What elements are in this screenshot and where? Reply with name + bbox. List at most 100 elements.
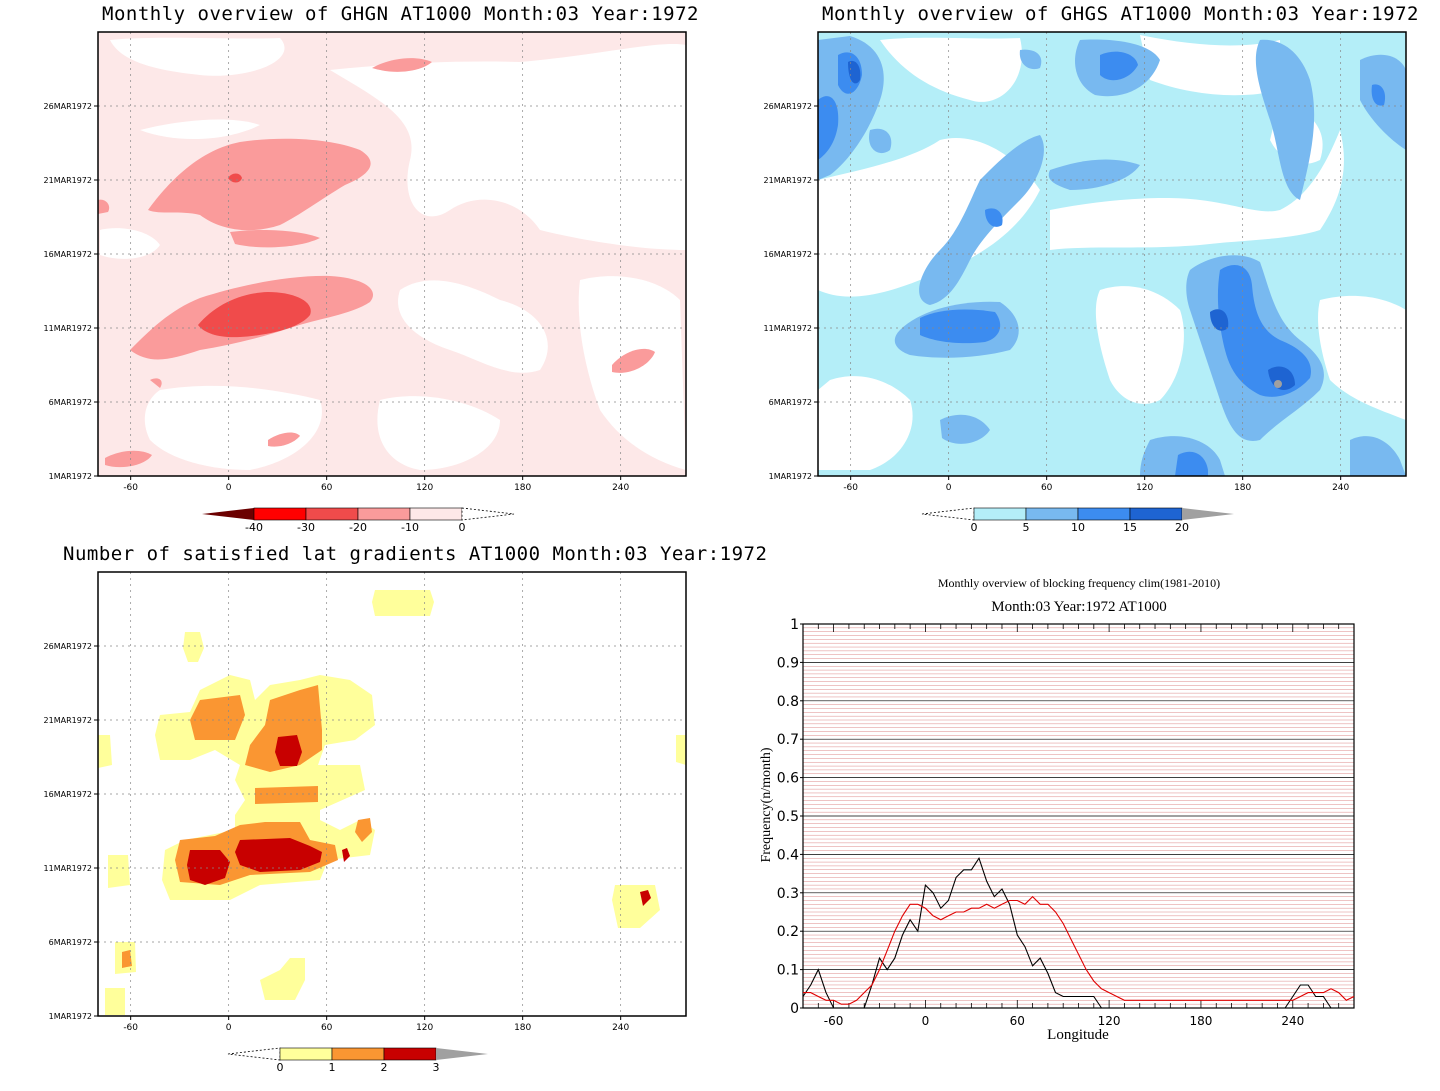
colorbar-label: 3 [433, 1061, 440, 1074]
contour-10 [1175, 451, 1208, 476]
colorbar-swatch [253, 507, 307, 521]
ghgs-heatmap: -60 0 60 120 180 240 1MAR1972 6MAR1972 11MAR1972… [764, 31, 1407, 534]
contour-0 [183, 632, 204, 662]
contour-minus10 [148, 138, 371, 231]
contour-0 [260, 958, 305, 1000]
contour-1 [122, 950, 132, 968]
contour-5 [1019, 49, 1042, 70]
x-tick-label: 180 [514, 1023, 531, 1033]
colorbar: 0 1 2 3 [227, 1047, 488, 1074]
x-tick-label: 0 [226, 483, 232, 493]
y-tick-label: 21MAR1972 [44, 716, 92, 725]
contour-2 [275, 735, 302, 766]
black-frequency-line [802, 856, 1354, 1009]
y-tick-label: 0.6 [777, 771, 799, 787]
contour-10 [1371, 84, 1386, 106]
contour-minus10 [372, 58, 432, 72]
contour-minus10 [105, 450, 152, 468]
contour-10 [818, 96, 839, 160]
blocking-frequency-chart: Monthly overview of blocking frequency c… [759, 576, 1355, 1043]
x-tick-label: 180 [1234, 483, 1251, 493]
zero-region [880, 37, 1022, 102]
contour-5 [919, 135, 1044, 305]
contour-minus10 [230, 230, 320, 248]
zero-region [578, 276, 686, 470]
y-tick-label: 1MAR1972 [769, 472, 812, 481]
colorbar-label: -40 [245, 521, 263, 534]
y-tick-label: 6MAR1972 [49, 938, 92, 947]
contour-1 [355, 818, 372, 842]
y-tick-label: 11MAR1972 [44, 324, 92, 333]
y-tick-label: 0.8 [777, 694, 799, 710]
colorbar-extension [1182, 508, 1234, 520]
contour-10 [920, 309, 1001, 344]
colorbar-swatch [383, 1047, 437, 1061]
x-tick-label: -60 [843, 483, 858, 493]
colorbar-swatch [1025, 507, 1079, 521]
contour-2 [640, 890, 651, 906]
contour-0 [372, 590, 434, 616]
colorbar-extension [227, 1047, 281, 1061]
zero-region [144, 385, 322, 470]
colorbar-label: 1 [329, 1061, 336, 1074]
x-tick-label: 0 [226, 1023, 232, 1033]
zero-region [1050, 130, 1344, 250]
y-tick-label: 26MAR1972 [44, 102, 92, 111]
contour-2 [235, 838, 322, 872]
contour-minus10 [150, 378, 162, 388]
x-axis-label: Longitude [1047, 1027, 1109, 1043]
y-tick-label: 6MAR1972 [769, 398, 812, 407]
red-climatology-line [803, 895, 1355, 1005]
contour-5 [869, 128, 892, 154]
contour-5 [1255, 39, 1315, 200]
y-tick-label: 26MAR1972 [764, 102, 812, 111]
y-tick-label: 1 [790, 617, 799, 633]
contour-2 [187, 850, 230, 885]
lat-gradients-heatmap: -60 0 60 120 180 2401MAR19726MAR197211MAR1972… [44, 571, 687, 1074]
y-tick-label: 11MAR1972 [44, 864, 92, 873]
contour-15 [848, 60, 861, 84]
colorbar-label: -10 [401, 521, 419, 534]
contour-0 [105, 988, 125, 1015]
colorbar: 0 5 10 15 20 [921, 507, 1234, 534]
x-tick-label: 180 [514, 483, 531, 493]
colorbar-swatch [279, 1047, 333, 1061]
zero-region [1095, 286, 1184, 404]
y-tick-label: 1MAR1972 [49, 1012, 92, 1021]
chart-title: Monthly overview of GHGS AT1000 Month:03… [822, 3, 1419, 25]
x-tick-label: 240 [612, 483, 629, 493]
colorbar-swatch [1077, 507, 1131, 521]
contour-5 [1350, 436, 1406, 476]
y-tick-label: 0.1 [777, 963, 799, 979]
x-tick-label: 240 [612, 1023, 629, 1033]
y-tick-label: 0.3 [777, 886, 799, 902]
x-tick-label: 240 [1332, 483, 1349, 493]
x-tick-label: 120 [416, 1023, 433, 1033]
max-spot [1274, 380, 1282, 388]
colorbar-label: -20 [349, 521, 367, 534]
y-tick-label: 21MAR1972 [44, 176, 92, 185]
x-tick-label: -60 [824, 1014, 844, 1028]
contour-minus10 [98, 199, 110, 214]
x-tick-label: 60 [321, 483, 333, 493]
contour-10 [1100, 51, 1138, 81]
x-tick-label: 180 [1189, 1014, 1212, 1028]
contour-2 [342, 848, 350, 862]
colorbar-swatch [1129, 507, 1183, 521]
chart-title: Monthly overview of GHGN AT1000 Month:03… [102, 3, 699, 25]
x-tick-label: 60 [1010, 1014, 1025, 1028]
y-tick-label: 1MAR1972 [49, 472, 92, 481]
contour-5 [818, 36, 884, 180]
colorbar-label: 15 [1123, 521, 1137, 534]
contour-1 [245, 685, 322, 772]
ghgs-panel: Monthly overview of GHGS AT1000 Month:03… [720, 0, 1440, 545]
y-tick-label: 11MAR1972 [764, 324, 812, 333]
colorbar-label: 0 [277, 1061, 284, 1074]
contour-1 [255, 786, 318, 804]
zero-region [140, 119, 260, 140]
contour-1 [190, 695, 245, 740]
x-tick-label: 120 [416, 483, 433, 493]
y-tick-label: 6MAR1972 [49, 398, 92, 407]
y-axis-label: Frequency(n/month) [759, 747, 774, 862]
zero-region [110, 37, 285, 76]
